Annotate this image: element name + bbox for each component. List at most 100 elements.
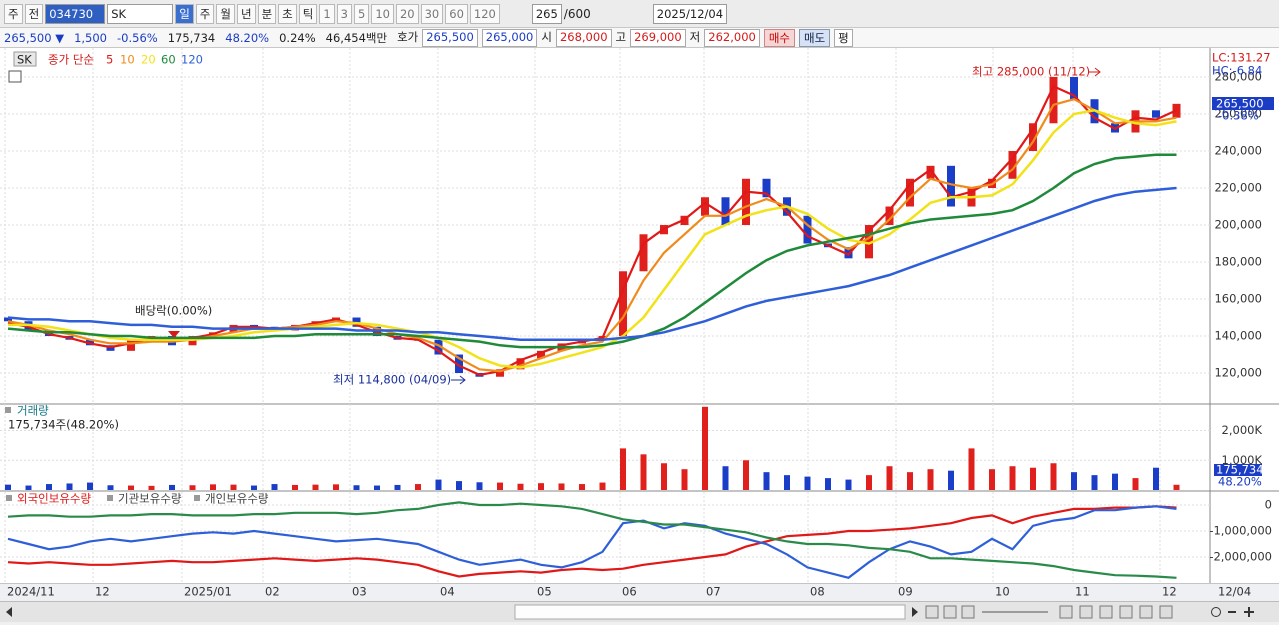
chart-area: 2024/11 12 2025/01 02 03 04 05 06 07 08 09 10 11 12 12…	[0, 48, 1279, 601]
prefix-button[interactable]: 전	[24, 3, 44, 24]
tool-6[interactable]	[1159, 605, 1173, 619]
volume-bar	[886, 466, 893, 490]
volume-bar	[784, 475, 790, 490]
candle	[496, 369, 504, 377]
volume-bar	[1071, 472, 1077, 490]
scroll-left[interactable]	[6, 607, 12, 617]
volume-bar	[1091, 475, 1098, 490]
stock-code[interactable]: 034730	[45, 3, 106, 24]
y-tick-label: 160,000	[1214, 292, 1262, 306]
x-tick-label: 08	[810, 585, 825, 599]
holding-line	[7, 505, 1177, 578]
period-button[interactable]: 주	[195, 3, 215, 24]
last-price-box	[1212, 97, 1274, 110]
period-button[interactable]: 초	[278, 3, 297, 24]
volume-bar	[210, 484, 216, 490]
zoom-in[interactable]	[1244, 607, 1254, 617]
stock-name[interactable]: SK	[107, 3, 174, 24]
x-tick-label: 2025/01	[184, 585, 232, 599]
candle	[127, 339, 135, 351]
interval-button[interactable]: 10	[371, 3, 394, 24]
x-tick-label: 02	[265, 585, 280, 599]
volume-bar	[251, 485, 257, 490]
period-button[interactable]: 틱	[298, 3, 318, 24]
volume-bar	[907, 472, 913, 490]
period-button[interactable]: 분	[257, 3, 277, 24]
candle	[721, 197, 730, 226]
period-button[interactable]: 월	[216, 3, 235, 24]
buy-button[interactable]: 매수	[763, 28, 795, 47]
holding-line	[7, 505, 1177, 579]
candle	[762, 178, 771, 198]
interval-button[interactable]: 20	[395, 3, 419, 24]
open-label: 시	[541, 29, 552, 44]
volume-bar	[845, 479, 852, 490]
candle	[1070, 77, 1078, 100]
volume-bar	[681, 469, 688, 490]
volume-bar	[312, 484, 319, 490]
stock-name: SK	[17, 53, 32, 67]
zoom-icon[interactable]	[1211, 607, 1221, 617]
tool-1[interactable]	[1059, 605, 1073, 619]
ma-legend: 120	[181, 53, 203, 67]
info-bar: 265,500 ▼ 1,500 -0.56% 175,734 48.20% 0.24% 46…	[0, 28, 1279, 48]
holding-legend: 개인보유수량	[205, 492, 269, 506]
volume-bar	[374, 485, 380, 490]
volume-bar	[661, 463, 667, 490]
x-axis-background	[0, 584, 1279, 601]
interval-button[interactable]: 3	[336, 3, 352, 24]
volume-bar	[5, 484, 11, 490]
market-select[interactable]: 주	[4, 3, 23, 24]
nav-stop[interactable]	[943, 605, 957, 619]
y-tick-label: -2,000,000	[1209, 549, 1272, 563]
scroll-thumb[interactable]	[514, 604, 906, 620]
turnover: 0.24%	[279, 30, 316, 45]
interval-button[interactable]: 30	[420, 3, 444, 24]
candle	[4, 317, 12, 322]
interval-button[interactable]: 120	[469, 3, 500, 24]
interval-button[interactable]: 5	[354, 3, 370, 24]
volume-bar	[1030, 467, 1036, 490]
nav-first[interactable]	[925, 605, 939, 619]
sell-button[interactable]: 매도	[799, 28, 831, 47]
y-tick-label: -1,000,000	[1209, 523, 1272, 537]
interval-button[interactable]: 60	[445, 3, 468, 24]
x-tick-label: 11	[1075, 585, 1090, 599]
period-button[interactable]: 일	[175, 3, 194, 24]
volume-bar	[189, 485, 196, 490]
tool-3[interactable]	[1099, 605, 1113, 619]
volume-bar	[722, 466, 729, 490]
interval-button[interactable]: 1	[319, 3, 335, 24]
candle	[639, 234, 648, 272]
tool-2[interactable]	[1079, 605, 1093, 619]
y-tick-label: 200,000	[1214, 218, 1262, 232]
volume-bar	[46, 484, 52, 490]
x-tick-label: 10	[995, 585, 1010, 599]
candle	[906, 178, 914, 207]
tool-5[interactable]	[1139, 605, 1153, 619]
scroll-right[interactable]	[912, 607, 918, 617]
tool-4[interactable]	[1119, 605, 1133, 619]
holding-line	[7, 501, 1177, 579]
scroll-bar	[0, 601, 1279, 622]
volume-bar	[620, 448, 626, 490]
x-tick-label: 2024/11	[7, 585, 55, 599]
amount: 46,454백만	[325, 30, 388, 45]
dividend-marker	[168, 331, 180, 338]
candle	[1152, 110, 1160, 118]
moving-average	[7, 153, 1177, 349]
y-tick-label: 220,000	[1214, 181, 1262, 195]
avg-button[interactable]: 평	[834, 28, 853, 47]
volume-bar	[948, 470, 954, 490]
volume-bar	[1132, 478, 1139, 490]
dividend-note: 배당락(0.00%)	[135, 304, 212, 318]
date-field[interactable]: 2025/12/04	[652, 3, 728, 24]
axis-background	[1210, 48, 1279, 601]
volume-bar	[1173, 484, 1180, 490]
count-field[interactable]: 265	[531, 3, 562, 24]
candle	[844, 247, 853, 259]
period-button[interactable]: 년	[236, 3, 256, 24]
candle	[742, 178, 750, 226]
nav-last[interactable]	[961, 605, 975, 619]
ma-legend: 20	[141, 53, 156, 67]
